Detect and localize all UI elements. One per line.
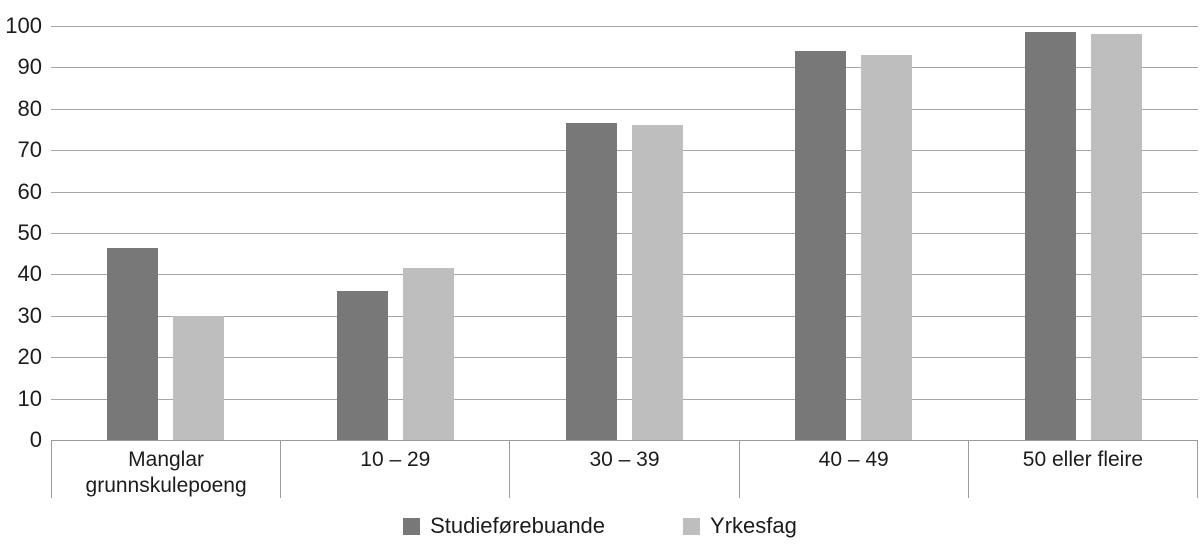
x-axis-category-band: Manglar grunnskulepoeng 10 – 29 30 – 39 40 …: [51, 440, 1199, 498]
bar-yrkesfag-3: [631, 125, 683, 440]
y-tick-label: 100: [5, 13, 42, 38]
category-cell-4: 40 – 49: [738, 441, 968, 498]
gridline-50: [51, 233, 1198, 234]
legend-item-studieførebuande: Studieførebuande: [403, 514, 605, 538]
legend-label: Yrkesfag: [710, 513, 797, 538]
category-label: 30 – 39: [589, 448, 660, 471]
y-tick-label: 60: [17, 178, 42, 204]
bar-group-2: [280, 26, 509, 440]
y-tick-label: 30: [17, 302, 42, 328]
y-tick-label: 80: [17, 95, 42, 121]
bar-studieførebuande-5: [1024, 32, 1076, 440]
category-label: 10 – 29: [360, 448, 431, 471]
bar-yrkesfag-2: [402, 268, 454, 440]
legend-item-yrkesfag: Yrkesfag: [683, 514, 797, 538]
category-label: 40 – 49: [818, 448, 889, 471]
bar-group-4: [739, 26, 968, 440]
gridline-100: [51, 26, 1198, 27]
gridline-80: [51, 108, 1198, 110]
bar-yrkesfag-5: [1090, 34, 1142, 440]
bar-group-5: [969, 26, 1198, 440]
legend-swatch-yrkesfag: [683, 517, 701, 535]
category-cell-1: Manglar grunnskulepoeng: [51, 441, 280, 498]
y-tick-label: 0: [29, 427, 42, 452]
bar-group-1: [51, 26, 280, 440]
gridline-30: [51, 315, 1198, 317]
y-tick-label: 10: [17, 385, 42, 411]
bar-studieførebuande-3: [565, 123, 617, 440]
bar-studieførebuande-1: [107, 247, 159, 440]
y-tick-label: 40: [17, 261, 42, 287]
y-axis-tick-labels: 0 10 20 30 40 50 60 70 80 90 100: [0, 15, 42, 451]
category-cell-5: 50 eller fleire: [967, 441, 1199, 498]
category-label: 50 eller fleire: [1022, 448, 1144, 471]
category-cell-2: 10 – 29: [280, 441, 509, 498]
bar-studieførebuande-2: [336, 290, 388, 440]
gridline-10: [51, 398, 1198, 400]
legend-label: Studieførebuande: [430, 513, 606, 538]
bar-yrkesfag-1: [173, 315, 225, 440]
gridline-70: [51, 150, 1198, 152]
gridline-90: [51, 67, 1198, 69]
bar-studieførebuande-4: [795, 50, 847, 440]
bar-group-3: [510, 26, 739, 440]
gridline-40: [51, 274, 1198, 276]
y-tick-label: 90: [17, 54, 42, 80]
bar-yrkesfag-4: [861, 54, 913, 440]
legend-swatch-studieførebuande: [403, 517, 421, 535]
y-tick-label: 50: [17, 220, 42, 245]
category-label: Manglar grunnskulepoeng: [85, 448, 247, 497]
y-tick-label: 20: [17, 344, 42, 370]
gridline-20: [51, 357, 1198, 359]
plot-area: [51, 26, 1198, 440]
legend: Studieførebuande Yrkesfag: [0, 514, 1200, 538]
gridline-60: [51, 191, 1198, 193]
category-cell-3: 30 – 39: [509, 441, 738, 498]
y-tick-label: 70: [17, 137, 42, 163]
